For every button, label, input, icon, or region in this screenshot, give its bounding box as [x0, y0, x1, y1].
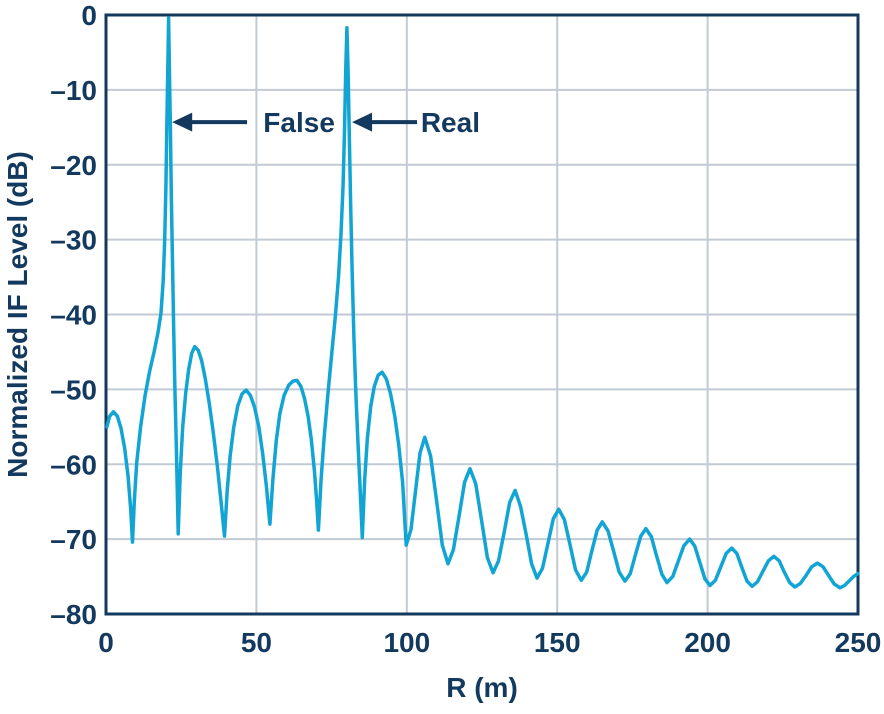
y-tick-label: –50 [50, 374, 97, 405]
false-arrow-head-icon [172, 112, 193, 132]
y-tick-label: –70 [50, 524, 97, 555]
y-tick-label: –30 [50, 225, 97, 256]
y-tick-label: 0 [81, 0, 97, 31]
gridlines [106, 15, 858, 614]
x-tick-label: 250 [835, 627, 882, 658]
false-peak-annotation: False [172, 107, 335, 138]
x-tick-label: 50 [241, 627, 272, 658]
x-tick-label: 150 [534, 627, 581, 658]
real-arrow-head-icon [352, 112, 373, 132]
y-tick-label: –40 [50, 300, 97, 331]
y-tick-label: –60 [50, 449, 97, 480]
x-tick-label: 200 [684, 627, 731, 658]
real-peak-label: Real [421, 107, 480, 138]
y-tick-labels: 0 –10 –20 –30 –40 –50 –60 –70 –80 [50, 0, 97, 630]
x-tick-labels: 0 50 100 150 200 250 [98, 627, 881, 658]
x-axis-label: R (m) [446, 672, 518, 703]
plot-border [104, 13, 860, 616]
y-tick-label: –20 [50, 150, 97, 181]
y-axis-label: Normalized IF Level (dB) [2, 151, 33, 478]
false-peak-label: False [263, 107, 335, 138]
if-level-curve [105, 16, 860, 590]
real-peak-annotation: Real [352, 107, 480, 138]
y-tick-label: –80 [50, 599, 97, 630]
x-tick-label: 0 [98, 627, 114, 658]
y-tick-label: –10 [50, 75, 97, 106]
x-tick-label: 100 [383, 627, 430, 658]
